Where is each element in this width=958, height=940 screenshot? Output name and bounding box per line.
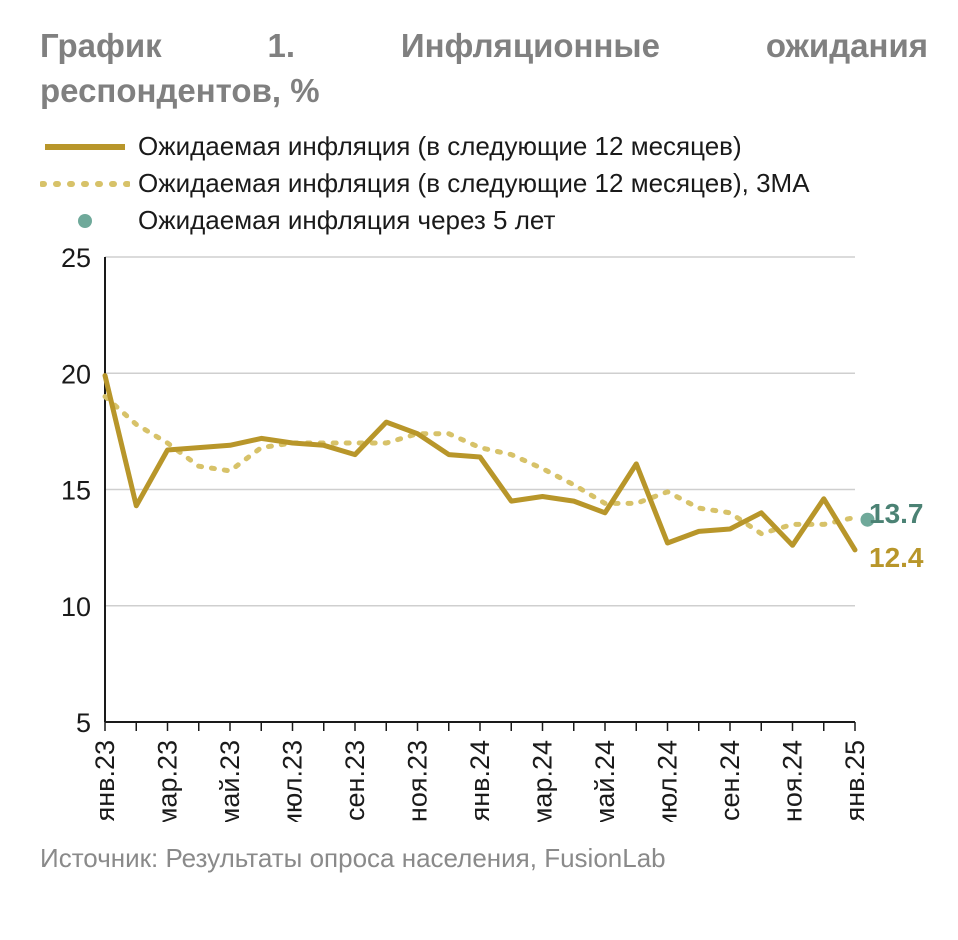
line-chart-svg: 5 10 15 20 25 янв.23 мар.23 май.23 июл.23 сен.23 н…	[40, 242, 940, 822]
svg-text:мар.24: мар.24	[528, 740, 558, 822]
chart-container: График 1. Инфляционные ожидания респонде…	[0, 0, 958, 940]
legend-row-series3: Ожидаемая инфляция через 5 лет	[40, 205, 928, 236]
legend-row-series2: Ожидаемая инфляция (в следующие 12 месяц…	[40, 168, 928, 199]
svg-text:ноя.24: ноя.24	[778, 740, 808, 822]
svg-text:сен.24: сен.24	[715, 740, 745, 821]
source-text: Источник: Результаты опроса населения, F…	[40, 843, 928, 874]
svg-text:25: 25	[61, 243, 91, 273]
legend: Ожидаемая инфляция (в следующие 12 месяц…	[40, 131, 928, 236]
plot-area: 5 10 15 20 25 янв.23 мар.23 май.23 июл.23 сен.23 н…	[40, 242, 928, 827]
svg-text:мар.23: мар.23	[153, 740, 183, 822]
svg-text:янв.24: янв.24	[465, 740, 495, 821]
svg-text:10: 10	[61, 592, 91, 622]
chart-title: График 1. Инфляционные ожидания респонде…	[40, 24, 928, 113]
legend-label-series3: Ожидаемая инфляция через 5 лет	[138, 205, 555, 236]
svg-text:5: 5	[76, 708, 91, 738]
legend-swatch-solid	[40, 135, 130, 159]
svg-text:янв.23: янв.23	[90, 740, 120, 821]
legend-row-series1: Ожидаемая инфляция (в следующие 12 месяц…	[40, 131, 928, 162]
svg-text:сен.23: сен.23	[340, 740, 370, 821]
legend-label-series2: Ожидаемая инфляция (в следующие 12 месяц…	[138, 168, 810, 199]
svg-text:июл.24: июл.24	[653, 740, 683, 822]
svg-text:май.23: май.23	[215, 740, 245, 822]
end-label-5yr: 13.7	[869, 498, 924, 530]
svg-text:янв.25: янв.25	[840, 740, 870, 821]
svg-text:20: 20	[61, 359, 91, 389]
svg-text:июл.23: июл.23	[278, 740, 308, 822]
chart-title-line1: График 1. Инфляционные ожидания	[40, 27, 928, 64]
svg-text:15: 15	[61, 476, 91, 506]
dotted-line-icon	[40, 172, 130, 196]
circle-marker-icon	[78, 214, 92, 228]
svg-text:ноя.23: ноя.23	[403, 740, 433, 822]
svg-text:май.24: май.24	[590, 740, 620, 822]
end-label-12m: 12.4	[869, 542, 924, 574]
legend-swatch-dot	[40, 209, 130, 233]
solid-line-icon	[45, 144, 125, 150]
legend-label-series1: Ожидаемая инфляция (в следующие 12 месяц…	[138, 131, 742, 162]
legend-swatch-dotted	[40, 172, 130, 196]
chart-title-line2: респондентов, %	[40, 69, 928, 114]
